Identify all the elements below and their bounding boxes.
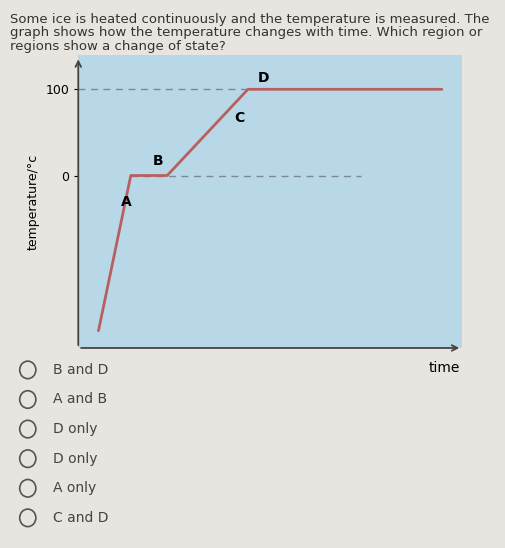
Text: B and D: B and D (53, 363, 109, 377)
Text: B: B (153, 154, 164, 168)
Text: D only: D only (53, 452, 97, 466)
Text: Some ice is heated continuously and the temperature is measured. The: Some ice is heated continuously and the … (10, 13, 490, 26)
Text: D only: D only (53, 422, 97, 436)
Text: graph shows how the temperature changes with time. Which region or: graph shows how the temperature changes … (10, 26, 482, 39)
Text: D: D (258, 71, 270, 85)
Text: regions show a change of state?: regions show a change of state? (10, 40, 226, 53)
Text: C and D: C and D (53, 511, 109, 525)
Text: A only: A only (53, 481, 96, 495)
Y-axis label: temperature/°c: temperature/°c (27, 153, 40, 249)
Text: A and B: A and B (53, 392, 107, 407)
Text: time: time (429, 361, 460, 375)
Text: A: A (121, 195, 131, 209)
Text: C: C (234, 111, 244, 125)
